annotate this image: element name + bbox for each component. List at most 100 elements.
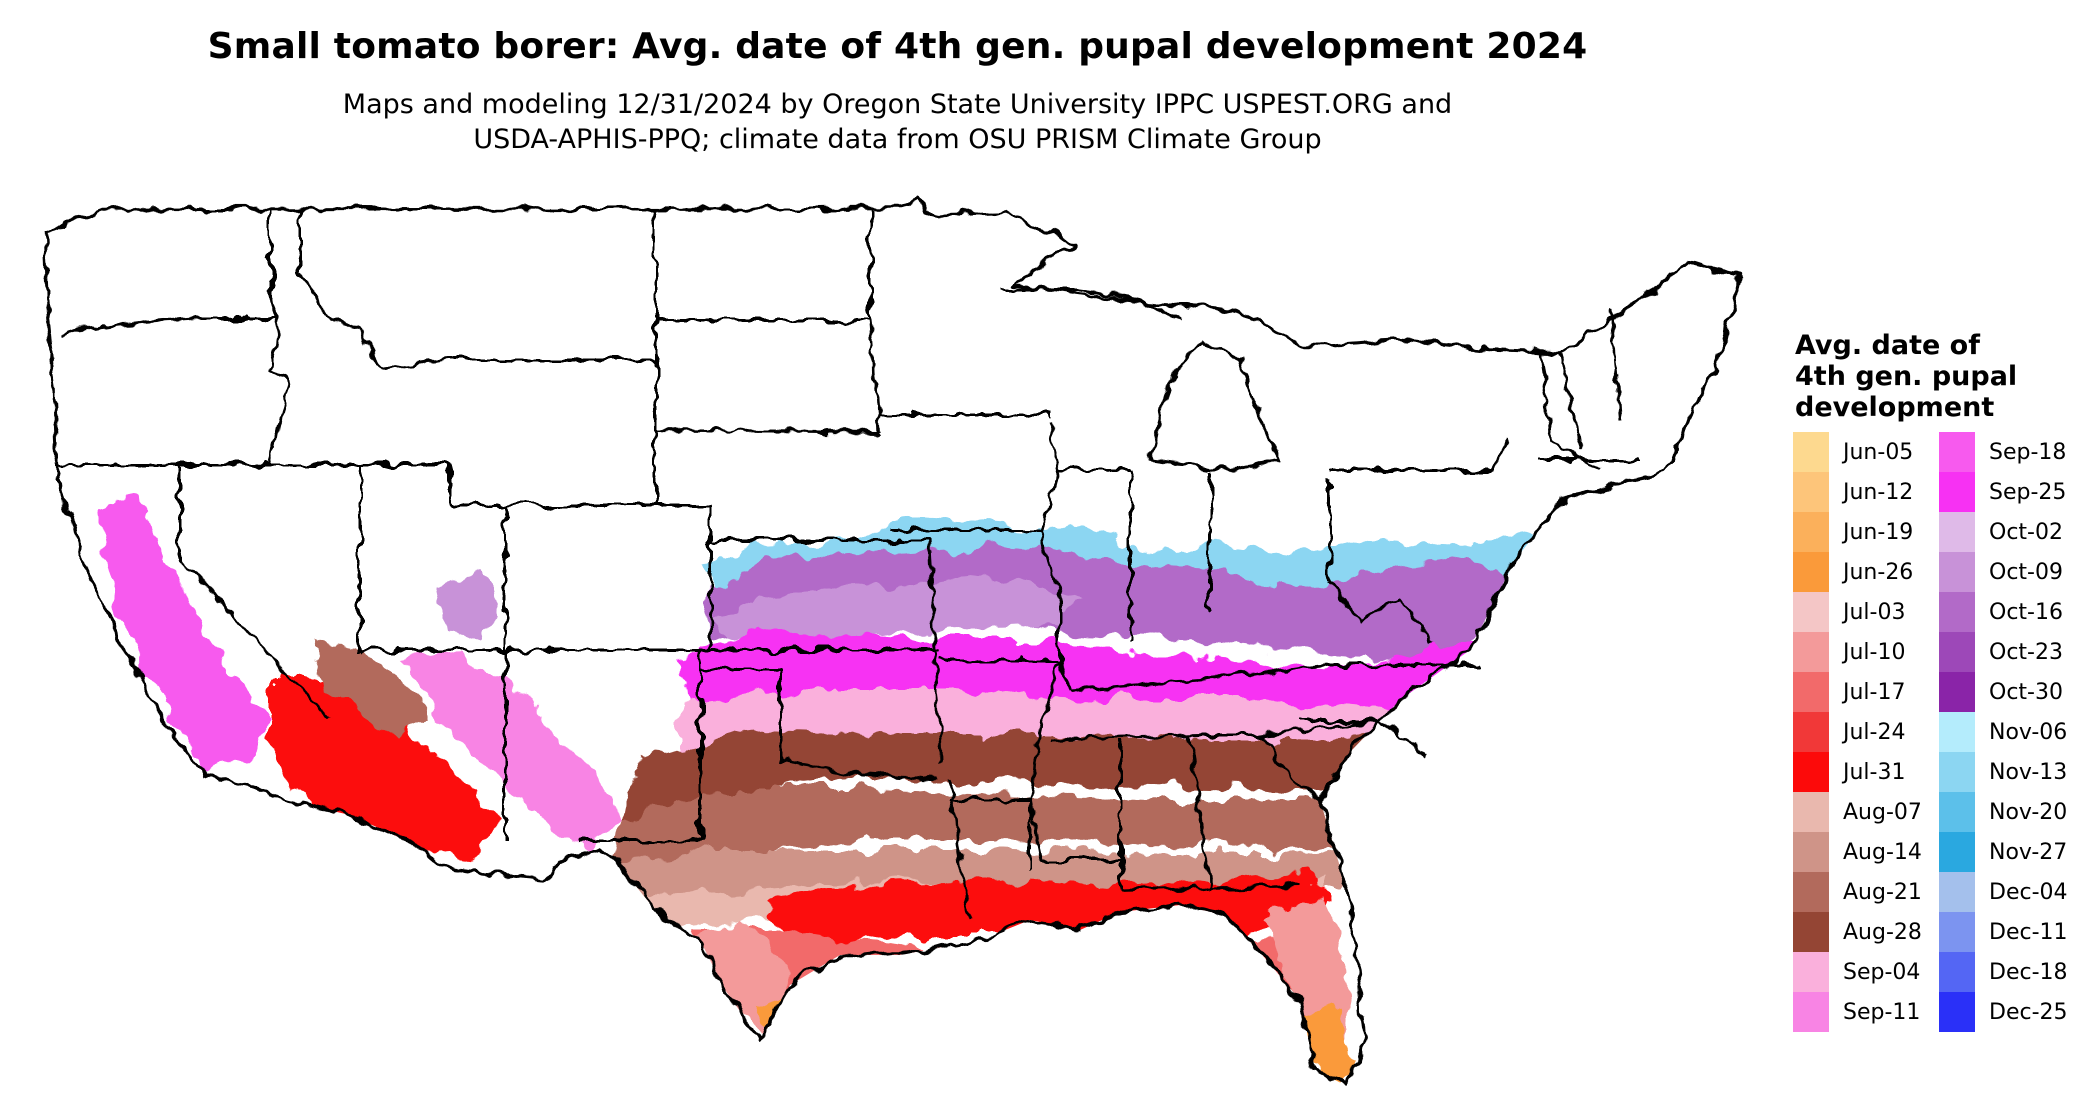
legend-item: Dec-25 [1939,992,2068,1032]
legend-swatch [1793,432,1829,472]
legend-item: Oct-02 [1939,512,2068,552]
legend-swatch [1939,832,1975,872]
band-az-brown [310,640,430,740]
legend-swatch [1939,512,1975,552]
tx-la-border [948,779,972,921]
co-border [505,503,712,650]
legend-swatch [1939,672,1975,712]
legend-item: Aug-28 [1793,912,1922,952]
legend-label: Jul-10 [1843,639,1906,665]
legend-item: Sep-18 [1939,432,2068,472]
legend-label: Aug-07 [1843,799,1922,825]
legend-label: Sep-18 [1989,439,2067,465]
tn-south-border [1049,718,1381,742]
legend-label: Jun-19 [1843,519,1914,545]
legend-swatch [1793,472,1829,512]
legend-item: Sep-25 [1939,472,2068,512]
legend-swatch [1793,552,1829,592]
mi-upper [1000,288,1181,322]
legend-swatch [1793,872,1829,912]
id-mt-border [298,210,451,372]
ms-river [1028,419,1062,870]
legend-item: Aug-21 [1793,872,1922,912]
legend-swatch [1793,712,1829,752]
legend-item: Nov-20 [1939,792,2068,832]
nm-tx-border [580,650,702,842]
legend-swatch [1939,632,1975,672]
legend-item: Sep-04 [1793,952,1922,992]
ok-panhandle [700,668,941,782]
legend-swatch [1793,592,1829,632]
legend-label: Oct-02 [1989,519,2063,545]
us-outline [43,194,1742,1087]
ca-nv-border [178,465,332,722]
legend-swatch [1793,672,1829,712]
legend-label: Jul-03 [1843,599,1906,625]
legend-swatch [1939,472,1975,512]
legend-swatch [1939,952,1975,992]
legend-label: Aug-14 [1843,839,1922,865]
legend-item: Jul-24 [1793,712,1922,752]
legend-label: Dec-18 [1989,959,2068,985]
wv-va-border [1328,579,1432,641]
legend-swatch [1793,952,1829,992]
legend-item: Nov-13 [1939,752,2068,792]
legend-label: Nov-20 [1989,799,2068,825]
legend-item: Jul-17 [1793,672,1922,712]
band-oct-light [710,575,1080,650]
legend-swatch [1793,752,1829,792]
legend-title: Avg. date of 4th gen. pupal development [1795,330,2017,423]
al-ga-border [1188,734,1212,891]
legend-label: Nov-13 [1989,759,2068,785]
legend-item: Oct-16 [1939,592,2068,632]
nc-sc-border [1300,718,1431,762]
legend-swatch [1793,632,1829,672]
legend-swatch [1939,792,1975,832]
legend-label: Dec-11 [1989,919,2068,945]
legend-swatch [1939,752,1975,792]
legend-label: Oct-23 [1989,639,2063,665]
band-aug-28 [620,725,1490,820]
dakota-mn-border [868,210,882,433]
legend-title-line-3: development [1795,392,1995,423]
legend-swatch [1793,912,1829,952]
legend-label: Aug-21 [1843,879,1922,905]
band-jul-17 [690,930,1330,1040]
legend-item: Aug-14 [1793,832,1922,872]
ar-la-border [950,798,1120,862]
legend-item: Dec-18 [1939,952,2068,992]
legend-label: Oct-30 [1989,679,2063,705]
legend-label: Jul-24 [1843,719,1906,745]
legend-item: Aug-07 [1793,792,1922,832]
raster-bands [100,500,1560,1085]
ga-sc-border [1258,734,1321,802]
ks-mo-border [928,539,942,761]
legend-swatch [1939,592,1975,632]
legend-item: Sep-11 [1793,992,1922,1032]
sd-ne-border [654,428,881,434]
legend-label: Jul-31 [1843,759,1906,785]
band-nv-purple [440,570,500,640]
id-west-border [268,210,292,466]
map-subtitle-line-1: Maps and modeling 12/31/2024 by Oregon S… [342,89,1453,120]
legend-item: Jul-03 [1793,592,1922,632]
legend-item: Oct-23 [1939,632,2068,672]
band-az-red [270,680,500,860]
band-oct [700,545,1520,660]
legend-item: Dec-11 [1939,912,2068,952]
legend-label: Dec-25 [1989,999,2068,1025]
legend-label: Sep-11 [1843,999,1921,1025]
wa-or-border [59,316,275,337]
legend-item: Jun-26 [1793,552,1922,592]
legend-label: Sep-25 [1989,479,2067,505]
map-title: Small tomato borer: Avg. date of 4th gen… [207,26,1588,67]
legend-label: Jul-17 [1843,679,1906,705]
legend-item: Nov-06 [1939,712,2068,752]
legend-title-line-2: 4th gen. pupal [1795,361,2018,392]
legend-label: Jun-12 [1843,479,1914,505]
legend-label: Jun-26 [1843,559,1914,585]
pa-ny-border [1330,439,1512,472]
legend-item: Jun-05 [1793,432,1922,472]
legend-column-2: Sep-18 Sep-25 Oct-02 Oct-09 Oct-16 Oct-2… [1939,432,2068,1032]
legend-label: Aug-28 [1843,919,1922,945]
